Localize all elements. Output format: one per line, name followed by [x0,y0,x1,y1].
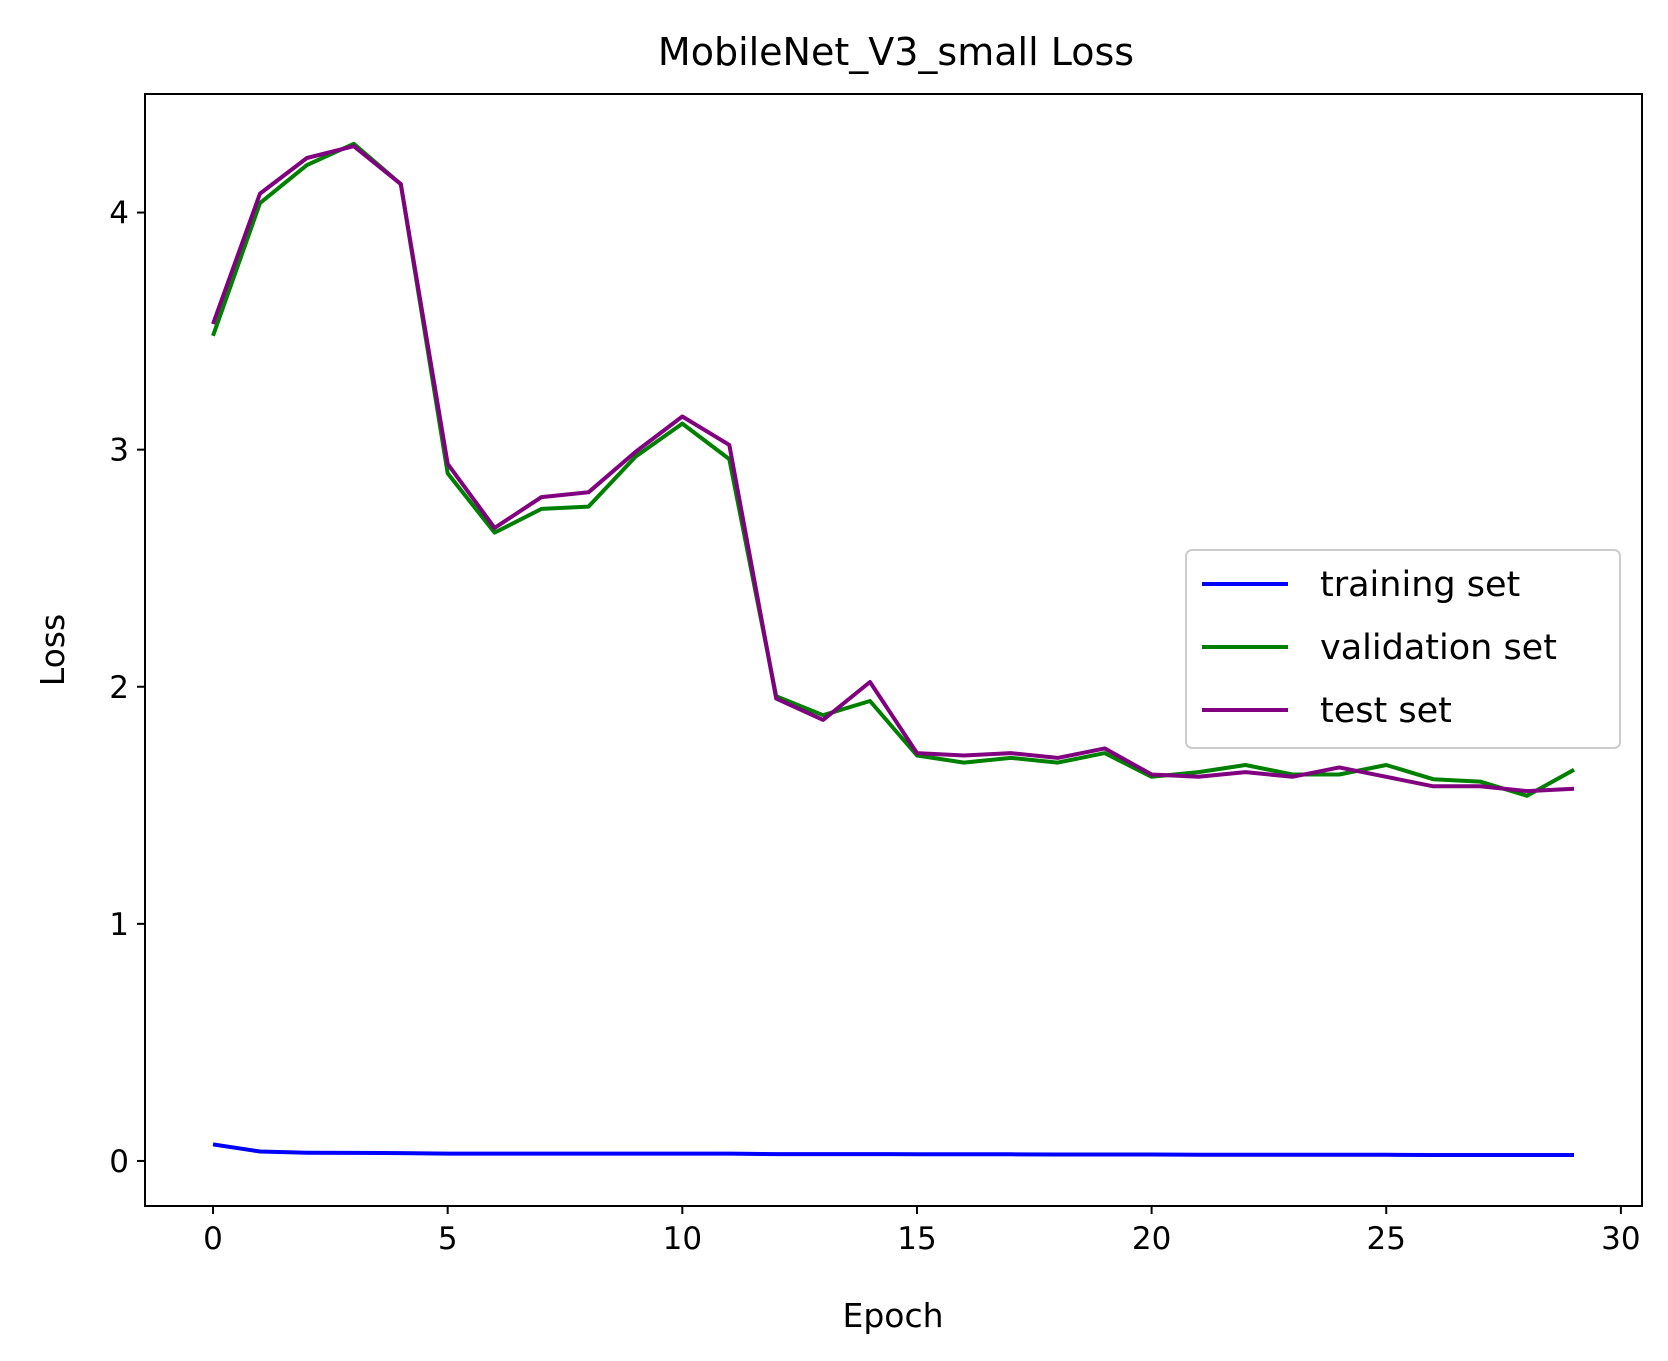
y-tick-label: 0 [109,1144,129,1180]
x-axis-label: Epoch [842,1296,943,1335]
x-tick-label: 0 [203,1221,223,1257]
legend: training set validation set test set [1185,549,1621,749]
x-tick-label: 30 [1601,1221,1640,1257]
legend-label-validation-set: validation set [1320,628,1557,668]
x-tick-label: 10 [663,1221,702,1257]
series-layer [211,141,1575,1157]
x-tick-label: 25 [1367,1221,1406,1257]
y-tick-label: 1 [109,907,129,943]
x-axis-ticks: 0 5 10 15 20 25 30 [203,1206,1641,1257]
y-tick-label: 4 [109,196,129,232]
y-axis-ticks: 0 1 2 3 4 [109,196,145,1180]
series-line-test-set [211,144,1575,794]
legend-label-test-set: test set [1320,691,1452,731]
legend-entries: training set validation set test set [1202,565,1557,731]
y-tick-label: 3 [109,433,129,469]
x-tick-label: 20 [1132,1221,1171,1257]
plot-frame [144,93,1643,1207]
legend-box [1185,549,1621,749]
legend-label-training-set: training set [1320,565,1520,605]
x-tick-label: 5 [438,1221,458,1257]
chart-title: MobileNet_V3_small Loss [658,30,1134,74]
x-tick-label: 15 [897,1221,936,1257]
y-axis-label: Loss [33,614,72,686]
y-tick-label: 2 [109,670,129,706]
series-line-training-set [212,1142,1574,1157]
